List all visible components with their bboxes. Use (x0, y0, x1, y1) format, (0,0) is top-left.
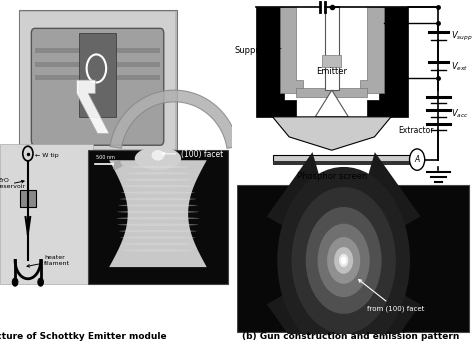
Ellipse shape (152, 150, 164, 160)
Ellipse shape (117, 217, 200, 219)
Text: 500 nm: 500 nm (96, 155, 115, 160)
Polygon shape (367, 7, 408, 117)
Ellipse shape (127, 166, 189, 168)
Text: (100) facet: (100) facet (162, 150, 223, 159)
FancyBboxPatch shape (0, 144, 93, 284)
FancyBboxPatch shape (35, 75, 160, 80)
FancyBboxPatch shape (31, 28, 164, 145)
Text: Phosphor screen: Phosphor screen (297, 172, 367, 181)
Text: Suppressor: Suppressor (235, 46, 282, 55)
Polygon shape (360, 7, 384, 93)
FancyBboxPatch shape (325, 7, 339, 90)
FancyBboxPatch shape (273, 155, 410, 162)
Circle shape (277, 167, 410, 354)
Ellipse shape (120, 198, 196, 200)
Ellipse shape (123, 249, 193, 252)
Polygon shape (267, 152, 344, 260)
FancyBboxPatch shape (18, 10, 176, 150)
Ellipse shape (125, 172, 191, 174)
Circle shape (341, 256, 346, 265)
Polygon shape (315, 90, 348, 117)
Circle shape (306, 207, 382, 314)
Text: $V_{supp}$: $V_{supp}$ (451, 30, 473, 43)
FancyBboxPatch shape (273, 161, 410, 165)
FancyBboxPatch shape (20, 12, 175, 149)
Circle shape (292, 187, 396, 334)
Text: $V_{ext}$: $V_{ext}$ (451, 61, 469, 73)
Polygon shape (109, 160, 207, 267)
Circle shape (327, 237, 360, 284)
Polygon shape (280, 7, 303, 93)
Ellipse shape (117, 211, 199, 213)
Ellipse shape (119, 230, 197, 232)
Circle shape (38, 278, 44, 286)
Text: ZrO
reservoir: ZrO reservoir (0, 178, 26, 189)
FancyBboxPatch shape (296, 88, 367, 97)
FancyBboxPatch shape (88, 150, 228, 284)
Ellipse shape (122, 243, 194, 245)
Ellipse shape (124, 179, 192, 181)
Circle shape (410, 149, 425, 170)
Text: heater
filament: heater filament (27, 255, 70, 267)
FancyBboxPatch shape (79, 33, 116, 117)
Ellipse shape (123, 185, 193, 187)
Circle shape (339, 254, 348, 267)
Ellipse shape (120, 236, 195, 239)
Text: from (100) facet: from (100) facet (359, 280, 425, 312)
Circle shape (318, 224, 370, 297)
Text: A: A (414, 155, 420, 164)
Ellipse shape (118, 204, 197, 207)
Polygon shape (110, 90, 238, 148)
Polygon shape (344, 152, 420, 260)
Polygon shape (267, 260, 344, 359)
Polygon shape (273, 117, 391, 150)
Text: Extractor: Extractor (398, 126, 434, 135)
Circle shape (334, 247, 353, 274)
FancyBboxPatch shape (322, 55, 341, 67)
Ellipse shape (118, 224, 198, 226)
Text: Emitter: Emitter (316, 67, 347, 76)
Circle shape (12, 278, 18, 286)
Polygon shape (256, 7, 296, 117)
Text: ← W tip: ← W tip (35, 153, 58, 158)
FancyBboxPatch shape (35, 62, 160, 67)
FancyBboxPatch shape (237, 185, 469, 332)
Ellipse shape (135, 147, 181, 170)
Text: (a) Structure of Schottky Emitter module: (a) Structure of Schottky Emitter module (0, 332, 166, 341)
Text: (b) Gun construction and emission pattern: (b) Gun construction and emission patter… (242, 332, 459, 341)
Ellipse shape (121, 191, 195, 194)
Text: $V_{acc}$: $V_{acc}$ (451, 107, 469, 120)
Polygon shape (77, 80, 109, 134)
FancyBboxPatch shape (35, 48, 160, 53)
FancyBboxPatch shape (20, 190, 36, 207)
Polygon shape (344, 260, 420, 359)
